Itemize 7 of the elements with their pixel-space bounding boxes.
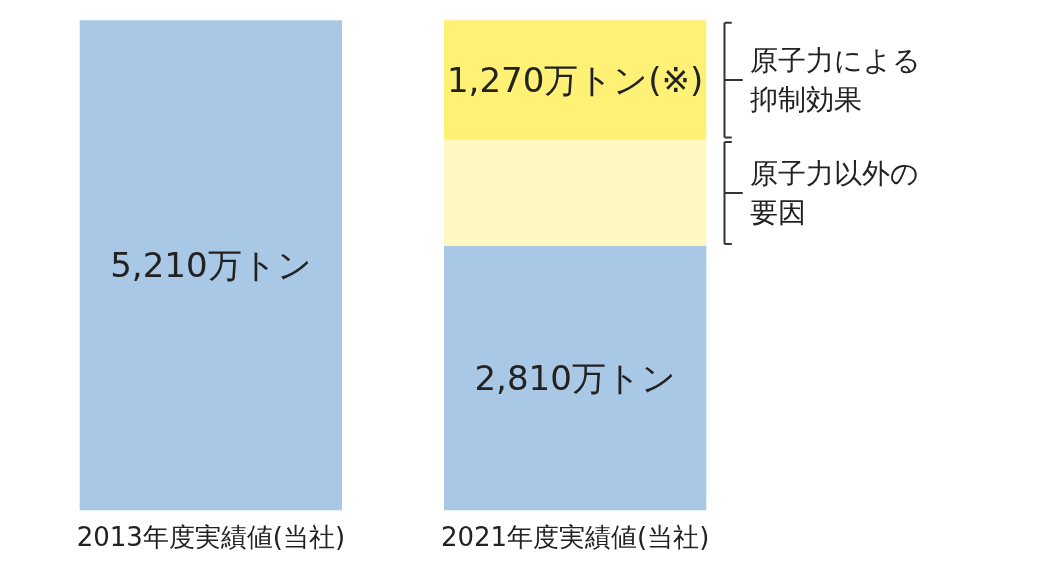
x-tick-label: 2013年度実績値(当社)	[76, 521, 346, 552]
series-label: 原子力による抑制効果	[750, 43, 921, 117]
series-label: 原子力以外の要因	[750, 156, 919, 230]
data-label: 5,210万トン	[110, 245, 312, 286]
data-label: 1,270万トン(※)	[446, 60, 704, 101]
data-label: 2,810万トン	[474, 358, 676, 399]
x-tick-label: 2021年度実績値(当社)	[440, 521, 710, 552]
